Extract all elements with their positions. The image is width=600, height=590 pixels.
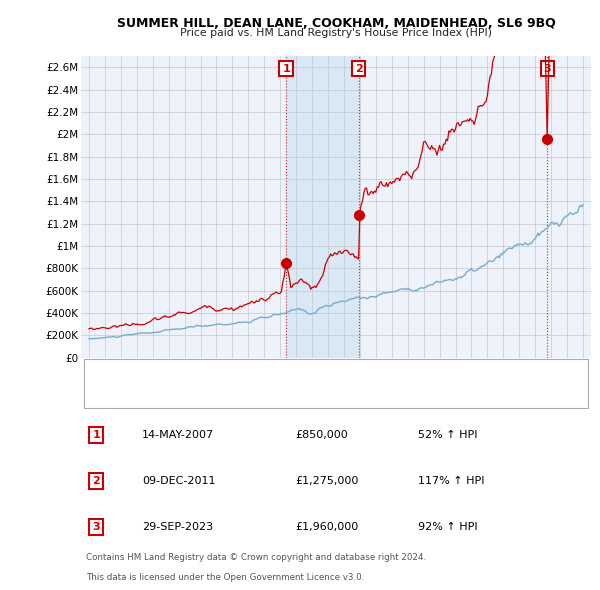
Text: SUMMER HILL, DEAN LANE, COOKHAM, MAIDENHEAD, SL6 9BQ: SUMMER HILL, DEAN LANE, COOKHAM, MAIDENH… <box>116 17 556 30</box>
Text: 29-SEP-2023: 29-SEP-2023 <box>142 522 214 532</box>
Text: 117% ↑ HPI: 117% ↑ HPI <box>418 476 484 486</box>
Text: £850,000: £850,000 <box>295 430 348 440</box>
Text: Price paid vs. HM Land Registry's House Price Index (HPI): Price paid vs. HM Land Registry's House … <box>180 28 492 38</box>
Text: 1: 1 <box>282 64 290 74</box>
Bar <box>286 56 359 358</box>
FancyBboxPatch shape <box>83 359 589 408</box>
Text: 3: 3 <box>544 64 551 74</box>
Text: 1: 1 <box>92 430 100 440</box>
Text: 09-DEC-2011: 09-DEC-2011 <box>142 476 216 486</box>
Text: 92% ↑ HPI: 92% ↑ HPI <box>418 522 477 532</box>
Text: Contains HM Land Registry data © Crown copyright and database right 2024.: Contains HM Land Registry data © Crown c… <box>86 553 426 562</box>
Text: 3: 3 <box>92 522 100 532</box>
Text: HPI: Average price, detached house, Windsor and Maidenhead: HPI: Average price, detached house, Wind… <box>124 394 436 404</box>
Text: £1,960,000: £1,960,000 <box>295 522 358 532</box>
Text: 2: 2 <box>92 476 100 486</box>
Text: 52% ↑ HPI: 52% ↑ HPI <box>418 430 477 440</box>
Text: SUMMER HILL, DEAN LANE, COOKHAM, MAIDENHEAD, SL6 9BQ (detached house): SUMMER HILL, DEAN LANE, COOKHAM, MAIDENH… <box>124 368 529 378</box>
Text: £1,275,000: £1,275,000 <box>295 476 359 486</box>
Text: This data is licensed under the Open Government Licence v3.0.: This data is licensed under the Open Gov… <box>86 573 364 582</box>
Text: 14-MAY-2007: 14-MAY-2007 <box>142 430 214 440</box>
Text: 2: 2 <box>355 64 362 74</box>
